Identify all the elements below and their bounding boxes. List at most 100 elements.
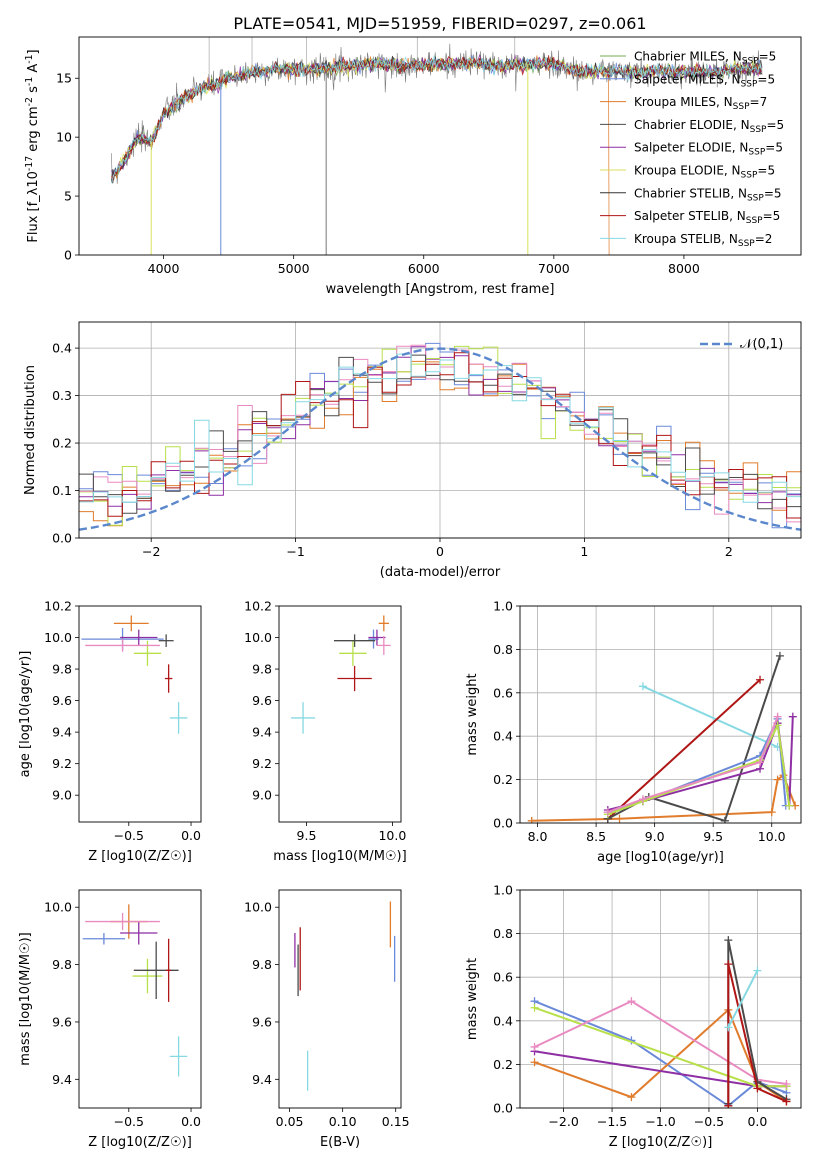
x-tick-label: 1 xyxy=(580,544,588,559)
axes-ebv: 0.05 0.10 0.15 9.4 9.6 9.8 10.0 E(B-V) xyxy=(244,889,410,1150)
x-tick-label: 6000 xyxy=(408,261,440,276)
weight-line xyxy=(727,963,787,1106)
x-tick-label: 0.05 xyxy=(276,1114,304,1129)
weight-marker xyxy=(724,1023,733,1032)
axes-mass-weight-vs-Z: −2.0 −1.5 −1.0 −0.5 0.0 0.0 0.2 0.4 0.6 0.8 1.0 Z [… xyxy=(465,883,802,1150)
weight-marker xyxy=(638,682,647,691)
y-tick-label: 0.4 xyxy=(493,729,513,744)
x-axis-label: Z [log10(Z/Z☉)] xyxy=(609,1135,713,1150)
weight-marker xyxy=(530,1058,539,1067)
weight-line xyxy=(534,1000,787,1085)
y-tick-label: 9.8 xyxy=(252,662,272,677)
spectrum-legend: Chabrier MILES, NSSP=5 Salpeter MILES, NS… xyxy=(600,50,784,249)
weight-marker xyxy=(720,816,729,823)
weight-marker xyxy=(773,712,782,721)
plot-area-mass-weight-vs-Z xyxy=(530,936,791,1108)
y-tick-label: 1.0 xyxy=(493,599,513,614)
errorbar-point xyxy=(169,702,188,734)
x-tick-label: 7000 xyxy=(538,261,570,276)
y-tick-label: 0.6 xyxy=(493,685,513,700)
y-tick-label: 0 xyxy=(64,248,72,263)
legend-label: Chabrier ELODIE, NSSP=5 xyxy=(634,118,784,135)
plot-area-age-vs-mass xyxy=(291,615,391,734)
weight-marker xyxy=(782,1097,791,1106)
y-tick-label: 9.0 xyxy=(52,788,72,803)
weight-marker xyxy=(724,936,733,945)
legend-label: Chabrier MILES, NSSP=5 xyxy=(634,50,776,67)
weight-marker xyxy=(615,814,624,823)
errorbar-point xyxy=(169,1036,188,1077)
y-tick-label: 9.4 xyxy=(52,1072,72,1087)
weight-marker xyxy=(756,758,765,767)
y-tick-label: 9.0 xyxy=(252,788,272,803)
x-tick-label: 0 xyxy=(436,544,444,559)
plot-area-residuals xyxy=(79,342,801,531)
weight-line xyxy=(607,716,794,811)
axes-frame xyxy=(519,605,802,824)
x-axis-label: Z [log10(Z/Z☉)] xyxy=(88,1135,192,1150)
y-axis-label: mass [log10(M/M☉)] xyxy=(18,932,33,1065)
figure-title: PLATE=0541, MJD=51959, FIBERID=0297, z=0… xyxy=(233,14,646,33)
weight-marker xyxy=(724,1101,733,1108)
axes-mass-weight-vs-age: 8.0 8.5 9.0 9.5 10.0 0.0 0.2 0.4 0.6 0.8 1.0 age [l… xyxy=(465,599,802,865)
errorbar-point xyxy=(158,634,174,647)
y-tick-label: 10.2 xyxy=(44,599,72,614)
weight-line xyxy=(531,773,797,822)
y-tick-label: 0.2 xyxy=(52,436,72,451)
errorbar-point xyxy=(133,640,162,666)
y-tick-label: 10.2 xyxy=(244,599,272,614)
errorbar-point xyxy=(82,933,126,945)
x-tick-label: −1.0 xyxy=(645,1114,675,1129)
legend-label: Salpeter STELIB, NSSP=5 xyxy=(634,209,780,226)
errorbar-point xyxy=(337,665,372,692)
plot-area-ebv xyxy=(294,901,396,1091)
legend-label: Salpeter ELODIE, NSSP=5 xyxy=(634,141,783,158)
weight-marker xyxy=(773,775,782,784)
plot-area-age-vs-Z xyxy=(81,615,188,734)
errorbar-point xyxy=(164,664,173,693)
y-tick-label: 9.8 xyxy=(252,957,272,972)
y-axis-label: mass weight xyxy=(465,673,480,755)
histogram-step xyxy=(79,354,801,514)
axes-frame xyxy=(78,605,202,823)
legend-label: Kroupa ELODIE, NSSP=5 xyxy=(634,164,775,181)
x-axis-label: age [log10(age/yr)] xyxy=(597,850,724,865)
weight-marker xyxy=(753,1084,762,1093)
weight-marker xyxy=(530,1042,539,1051)
y-axis-label: Flux [f_λ10-17 erg cm-2 s-1 A-1] xyxy=(24,49,41,242)
x-tick-label: 0.10 xyxy=(329,1114,357,1129)
x-tick-label: −0.5 xyxy=(114,828,144,843)
y-tick-label: 9.4 xyxy=(52,725,72,740)
y-tick-label: 0.0 xyxy=(493,816,513,831)
errorbar-point xyxy=(333,634,376,647)
x-axis-label: mass [log10(M/M☉)] xyxy=(273,849,406,864)
x-axis-label: Z [log10(Z/Z☉)] xyxy=(88,849,192,864)
errorbar-point xyxy=(378,615,389,632)
y-axis-label: age [log10(age/yr)] xyxy=(18,651,33,778)
x-tick-label: 8.0 xyxy=(528,829,548,844)
errorbar-point xyxy=(120,629,158,646)
x-tick-label: 9.5 xyxy=(703,829,723,844)
y-tick-label: 0.3 xyxy=(52,388,72,403)
errorbar-point xyxy=(85,639,160,652)
errorbar-point xyxy=(291,702,316,734)
histogram-step xyxy=(79,353,801,503)
errorbar-point xyxy=(166,938,172,1002)
y-tick-label: 0.8 xyxy=(493,926,513,941)
y-tick-label: 9.4 xyxy=(252,725,272,740)
axes-frame xyxy=(78,321,802,539)
y-axis-label: mass weight xyxy=(465,958,480,1040)
legend-label: Chabrier STELIB, NSSP=5 xyxy=(634,186,782,203)
y-tick-label: 10 xyxy=(56,130,72,145)
y-tick-label: 1.0 xyxy=(493,883,513,898)
model-spectrum-line xyxy=(111,55,610,255)
weight-line xyxy=(727,970,759,1028)
y-tick-label: 10.0 xyxy=(44,630,72,645)
weight-marker xyxy=(530,1003,539,1012)
x-tick-label: 10.0 xyxy=(758,829,786,844)
y-tick-label: 9.8 xyxy=(52,957,72,972)
y-tick-label: 15 xyxy=(56,71,72,86)
y-tick-label: 9.2 xyxy=(252,756,272,771)
x-tick-label: 0.15 xyxy=(382,1114,410,1129)
